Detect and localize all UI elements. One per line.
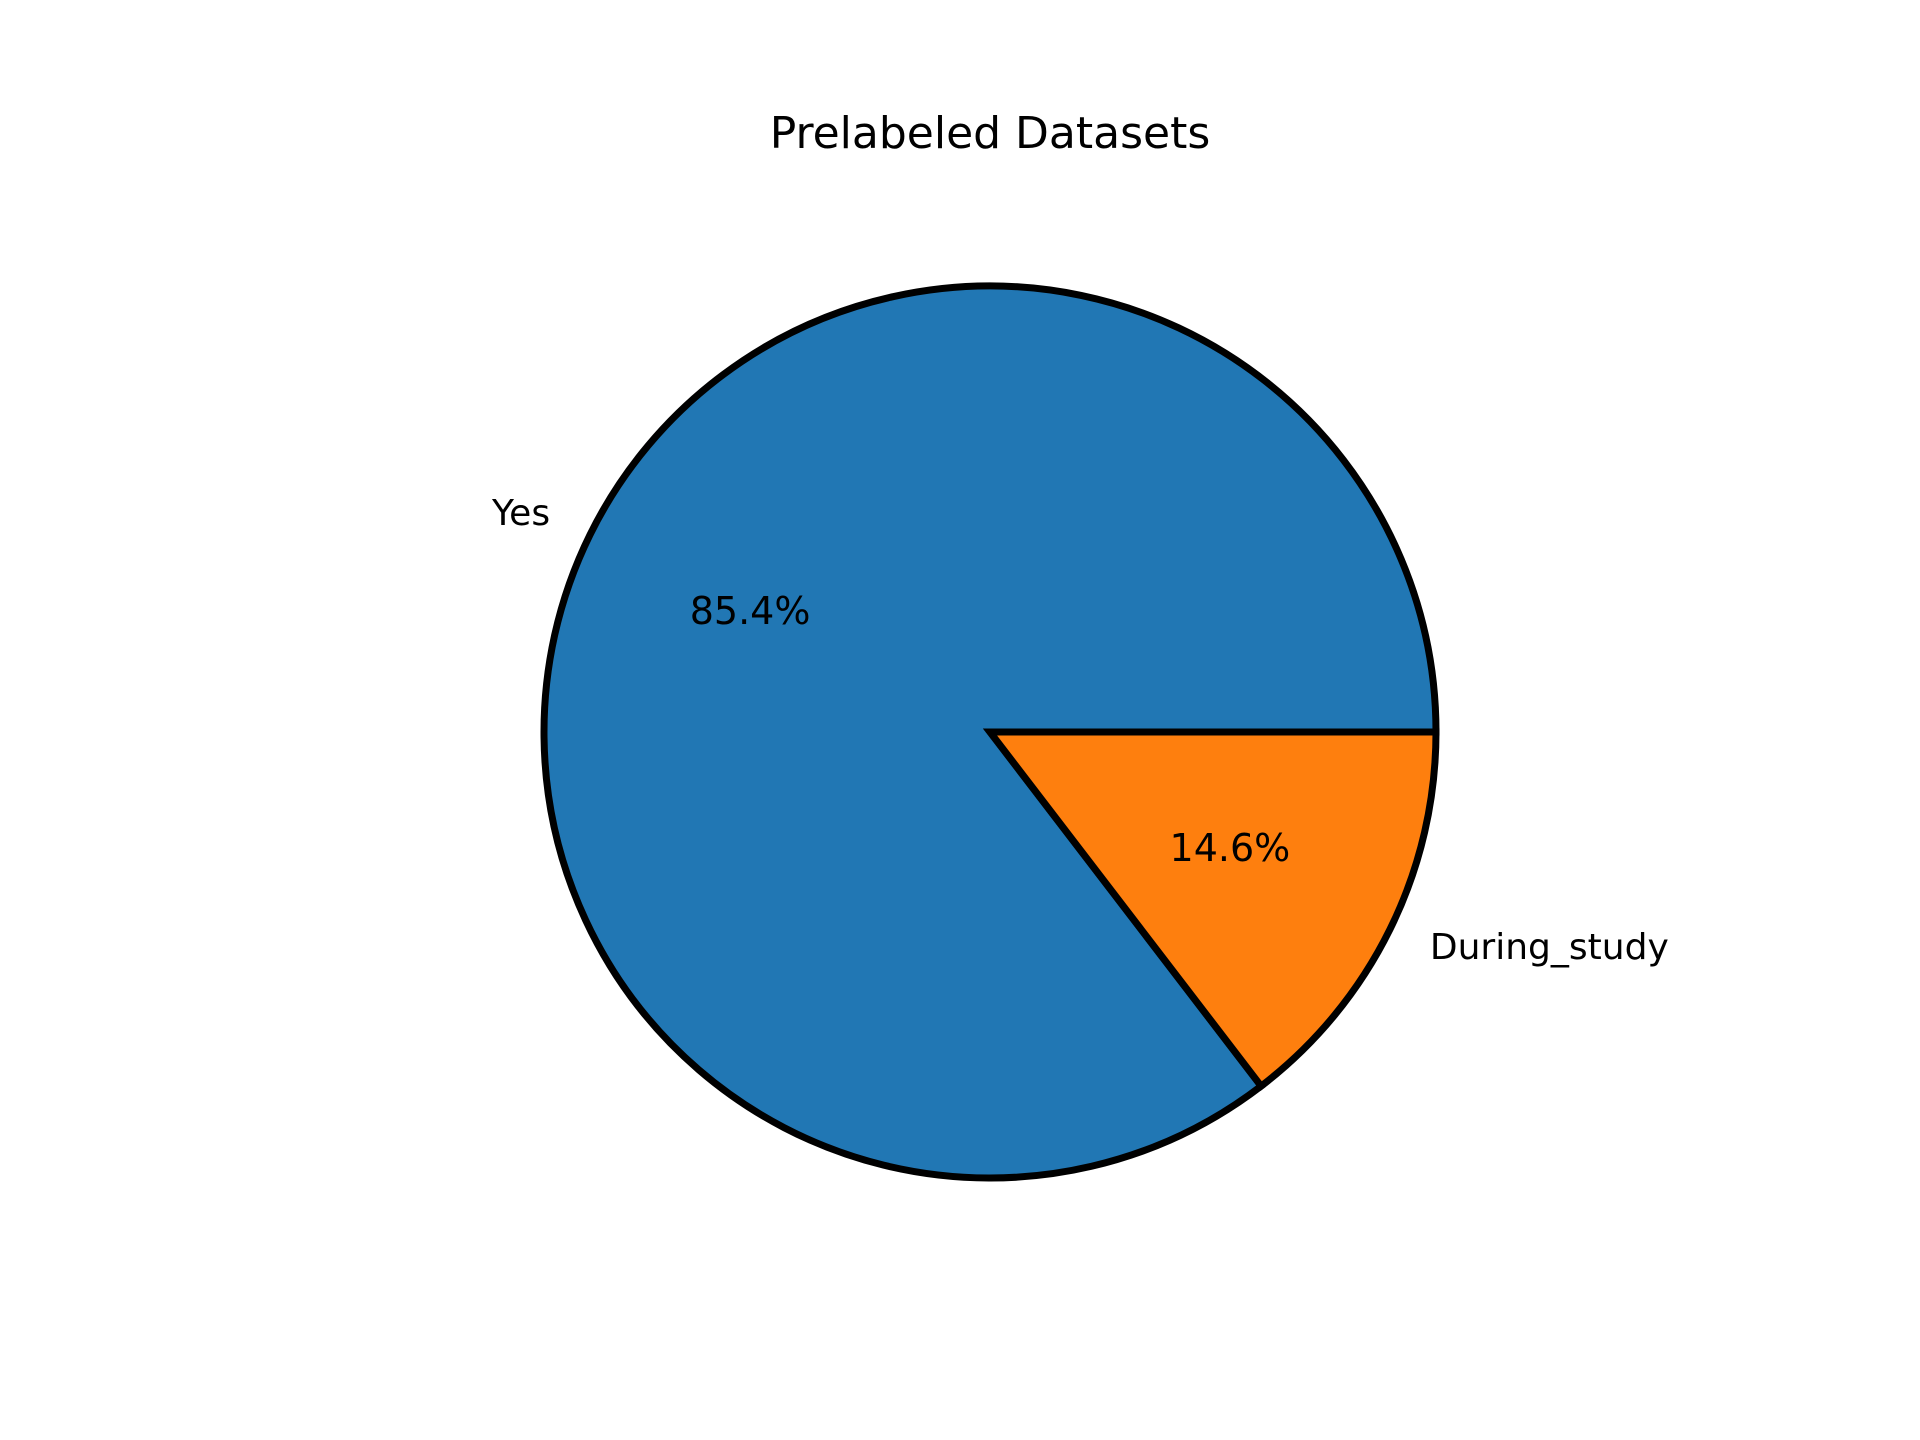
chart-title: Prelabeled Datasets xyxy=(770,108,1211,159)
slice-label-yes: Yes xyxy=(491,493,550,534)
pie-labels: Yes 85.4% During_study 14.6% xyxy=(491,493,1669,968)
pie-slice-during-study xyxy=(982,728,1440,1092)
percent-label-during-study: 14.6% xyxy=(1170,826,1291,870)
percent-label-yes: 85.4% xyxy=(690,589,811,633)
slice-label-during-study: During_study xyxy=(1430,927,1669,968)
pie-slices xyxy=(540,282,1440,1182)
